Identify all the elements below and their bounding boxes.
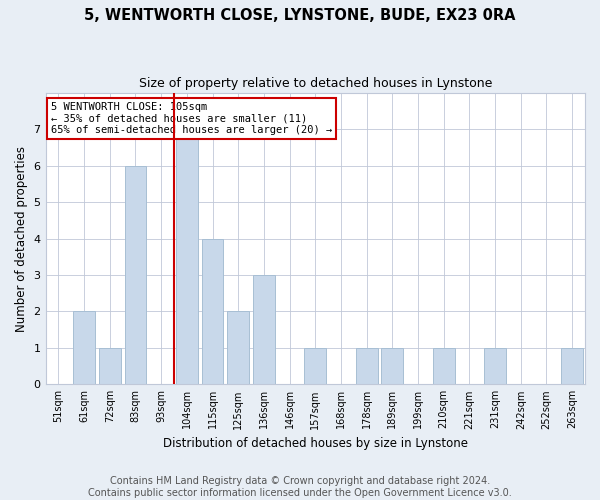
Bar <box>176 130 198 384</box>
Text: 5, WENTWORTH CLOSE, LYNSTONE, BUDE, EX23 0RA: 5, WENTWORTH CLOSE, LYNSTONE, BUDE, EX23… <box>84 8 516 22</box>
Y-axis label: Number of detached properties: Number of detached properties <box>15 146 28 332</box>
Bar <box>484 348 506 385</box>
Bar <box>227 312 249 384</box>
Bar <box>73 312 95 384</box>
Bar <box>125 166 146 384</box>
Bar <box>433 348 455 385</box>
Text: 5 WENTWORTH CLOSE: 105sqm
← 35% of detached houses are smaller (11)
65% of semi-: 5 WENTWORTH CLOSE: 105sqm ← 35% of detac… <box>51 102 332 135</box>
Bar <box>99 348 121 385</box>
Bar <box>202 238 223 384</box>
Bar <box>561 348 583 385</box>
Title: Size of property relative to detached houses in Lynstone: Size of property relative to detached ho… <box>139 78 492 90</box>
X-axis label: Distribution of detached houses by size in Lynstone: Distribution of detached houses by size … <box>163 437 468 450</box>
Text: Contains HM Land Registry data © Crown copyright and database right 2024.
Contai: Contains HM Land Registry data © Crown c… <box>88 476 512 498</box>
Bar <box>382 348 403 385</box>
Bar <box>356 348 377 385</box>
Bar <box>304 348 326 385</box>
Bar <box>253 275 275 384</box>
